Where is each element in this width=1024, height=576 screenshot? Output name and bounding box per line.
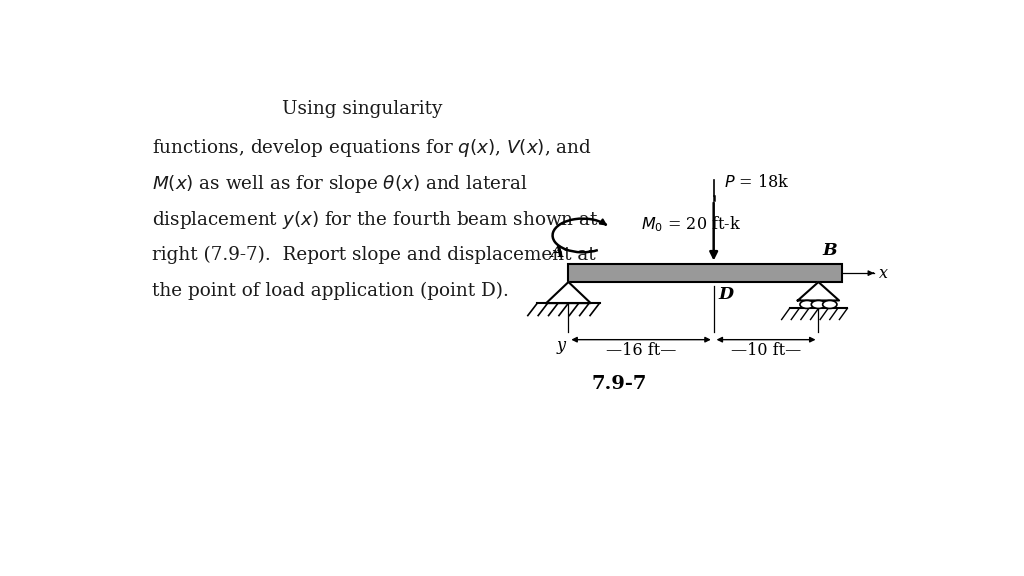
Circle shape [800,301,814,308]
Bar [568,264,842,282]
Text: —16 ft—: —16 ft— [606,342,676,359]
Circle shape [811,301,825,308]
Text: y: y [556,338,565,354]
Text: 7.9-7: 7.9-7 [592,375,647,393]
Text: B: B [822,242,837,259]
Circle shape [822,301,837,308]
Polygon shape [798,282,839,301]
Polygon shape [546,282,591,303]
Text: $M_0$ = 20 ft-k: $M_0$ = 20 ft-k [641,214,740,234]
Text: A: A [550,244,563,261]
Text: $M(x)$ as well as for slope $\theta(x)$ and lateral: $M(x)$ as well as for slope $\theta(x)$ … [152,173,527,195]
Text: the point of load application (point D).: the point of load application (point D). [152,282,509,300]
Text: displacement $y(x)$ for the fourth beam shown at: displacement $y(x)$ for the fourth beam … [152,209,599,232]
Text: —10 ft—: —10 ft— [731,342,801,359]
Text: $P$ = 18k: $P$ = 18k [724,174,790,191]
Text: D: D [719,286,733,302]
Text: x: x [879,264,888,282]
Text: right (7.9-7).  Report slope and displacement at: right (7.9-7). Report slope and displace… [152,245,595,264]
Text: Using singularity: Using singularity [282,100,442,118]
Text: functions, develop equations for $q(x)$, $V(x)$, and: functions, develop equations for $q(x)$,… [152,137,592,158]
